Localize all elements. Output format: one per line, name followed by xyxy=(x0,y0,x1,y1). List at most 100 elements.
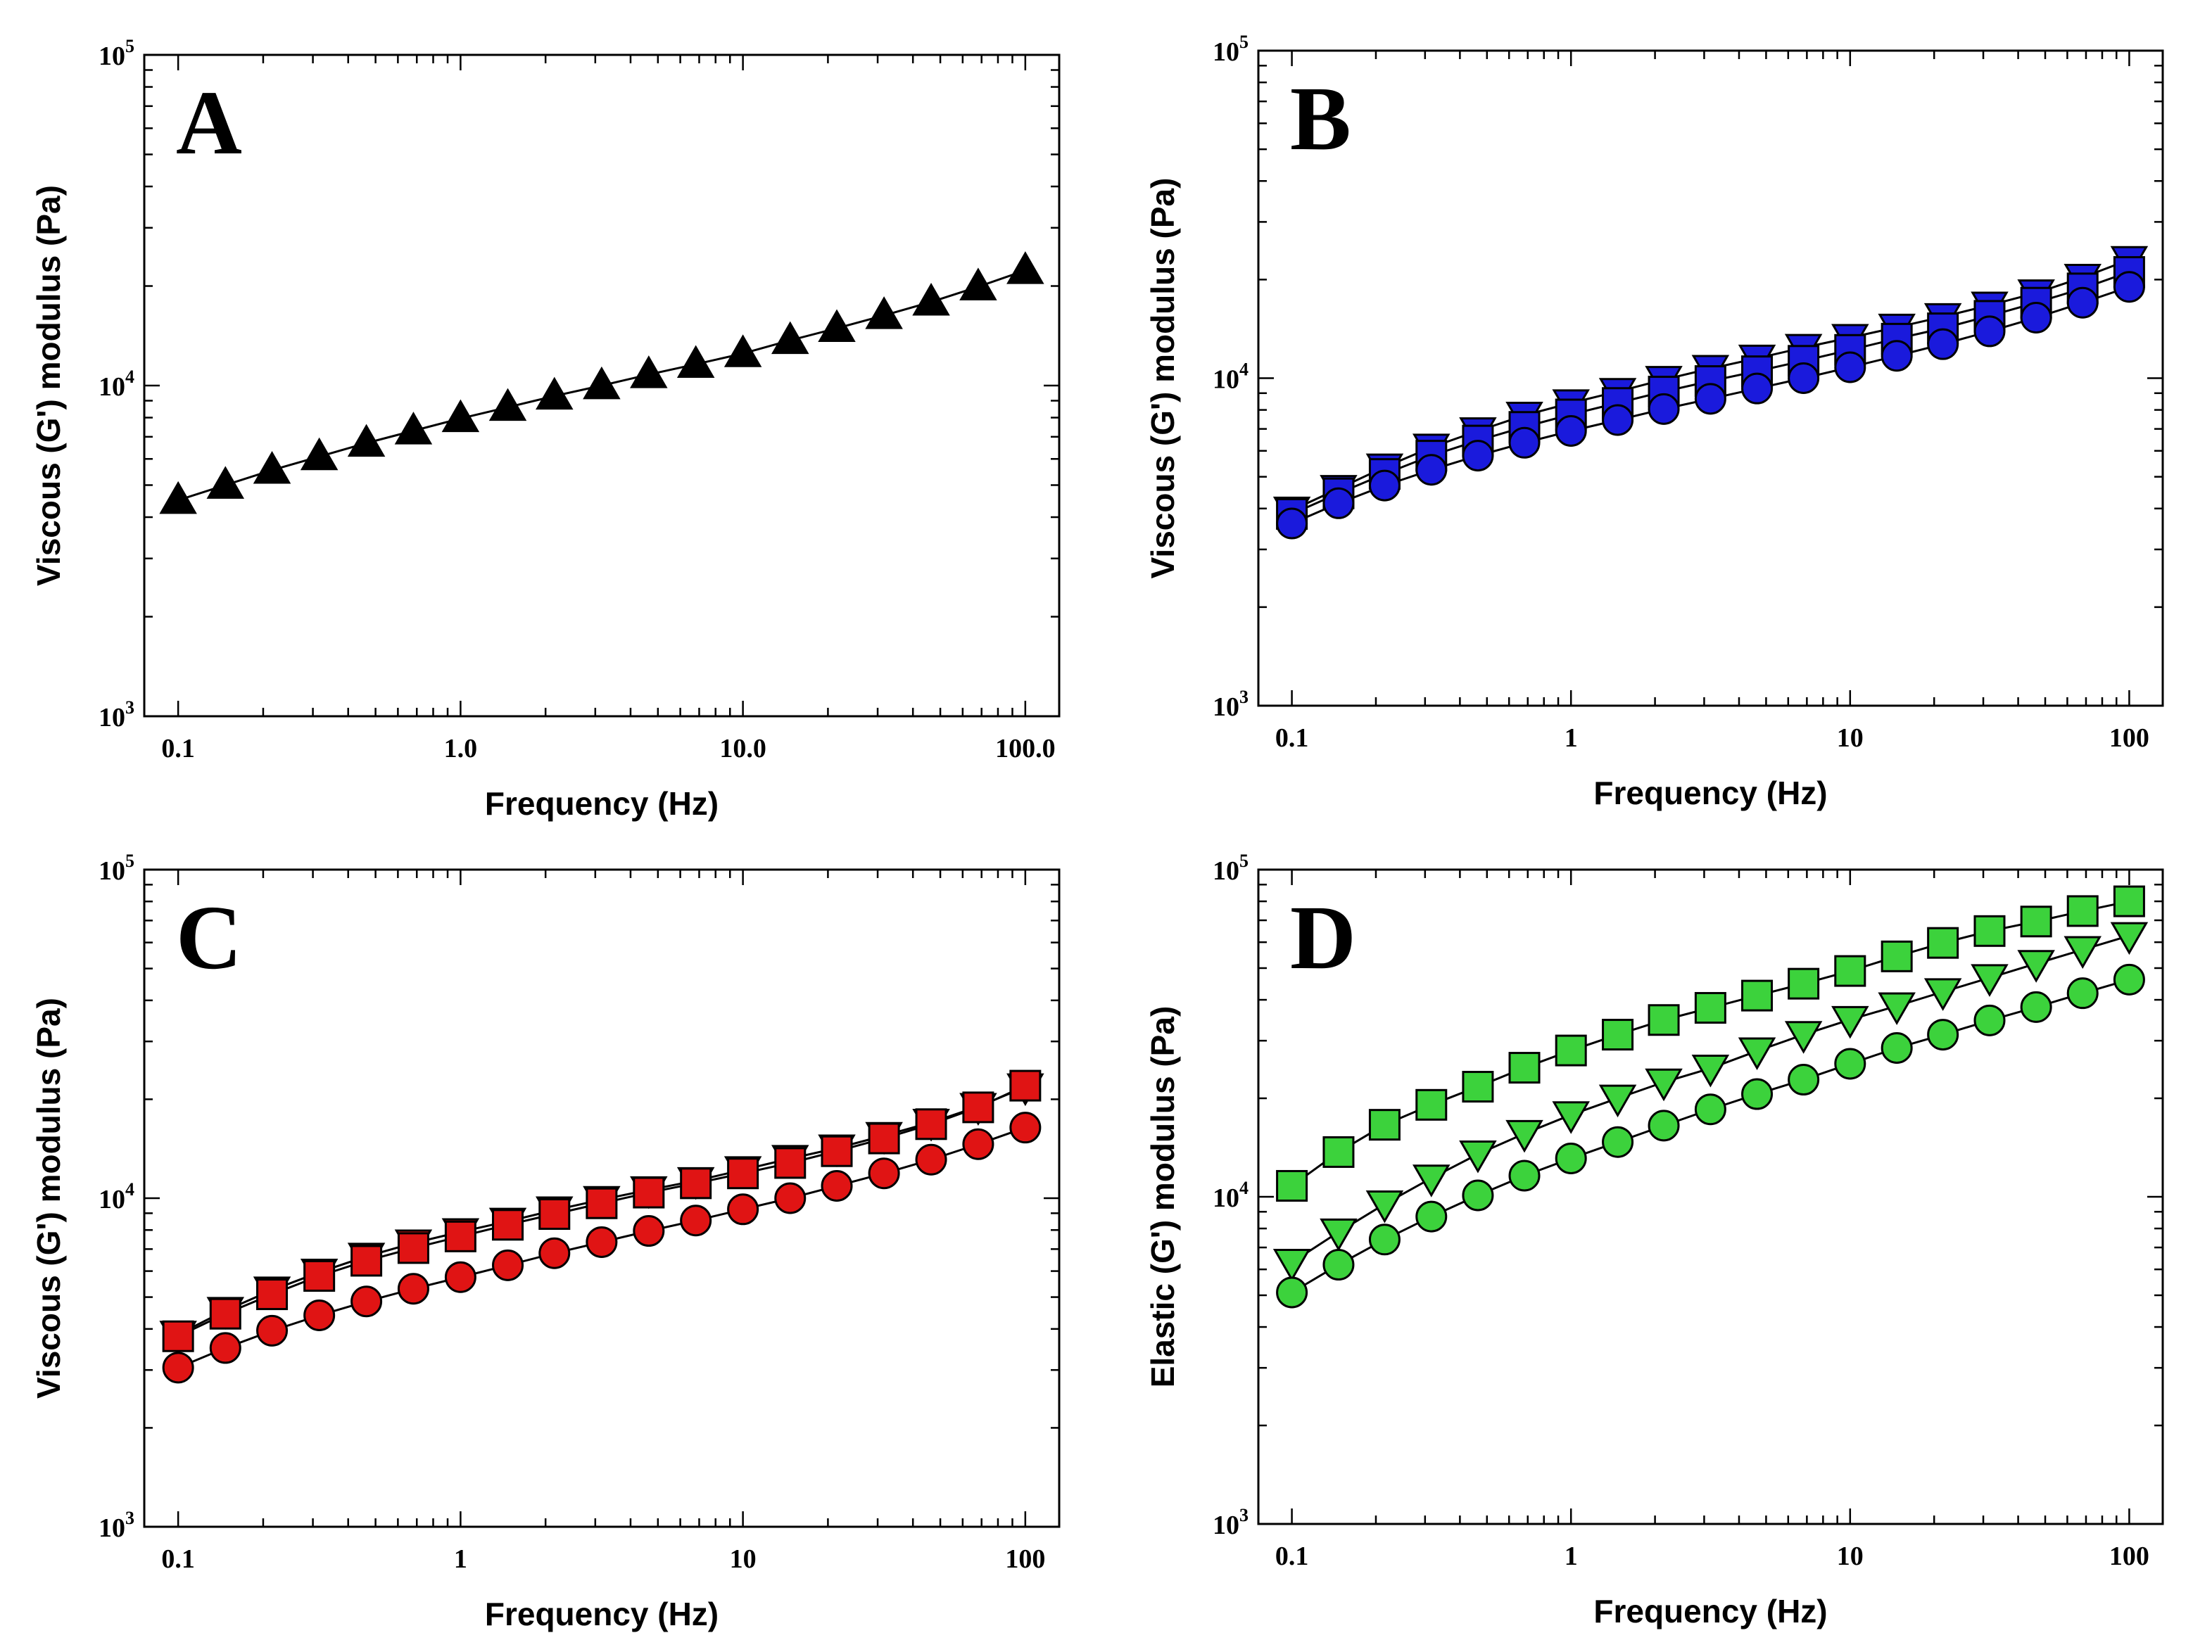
data-point xyxy=(680,1205,712,1237)
x-tick-label: 10.0 xyxy=(719,734,766,763)
data-point xyxy=(488,388,527,421)
x-tick-label: 0.1 xyxy=(1275,723,1309,753)
data-point xyxy=(350,1285,383,1318)
data-point xyxy=(1831,1005,1869,1039)
y-tick-label: 103 xyxy=(1213,687,1249,722)
data-point xyxy=(1322,1249,1355,1281)
data-point xyxy=(1009,1112,1042,1144)
data-point xyxy=(1694,991,1726,1024)
data-point xyxy=(821,1170,853,1202)
data-point xyxy=(159,481,197,514)
data-point xyxy=(962,1128,994,1160)
y-tick-label: 104 xyxy=(99,367,134,402)
data-point xyxy=(1973,315,2006,348)
data-point xyxy=(1322,487,1355,519)
panel-b: 0.1 1 10 100 103 104 105 Frequency (Hz) Viscous … xyxy=(1144,32,2164,811)
data-point xyxy=(2066,895,2099,927)
data-point xyxy=(771,321,809,355)
data-point xyxy=(1322,1136,1355,1168)
data-point xyxy=(1320,1218,1358,1252)
data-point xyxy=(2017,950,2055,983)
x-tick-label: 10 xyxy=(1837,723,1864,753)
data-point xyxy=(1881,1031,1913,1064)
x-tick-label: 100.0 xyxy=(995,734,1056,763)
data-point xyxy=(727,1157,759,1190)
x-axis-label: Frequency (Hz) xyxy=(485,1596,719,1632)
data-point xyxy=(865,296,903,329)
data-point xyxy=(492,1249,524,1281)
data-point xyxy=(1555,1142,1587,1174)
data-point xyxy=(1788,362,1820,394)
panel-a: 0.1 1.0 10.0 100.0 103 104 105 Frequency (Hz) Vi… xyxy=(30,36,1061,822)
data-point xyxy=(1459,1140,1497,1174)
data-point xyxy=(959,267,997,300)
data-point xyxy=(2113,963,2145,996)
data-point xyxy=(2113,885,2145,917)
data-point xyxy=(1834,351,1866,383)
data-point xyxy=(1508,1052,1541,1084)
x-tick-label: 1 xyxy=(1565,1542,1578,1571)
y-tick-label: 103 xyxy=(99,1508,134,1543)
data-point xyxy=(2066,977,2099,1010)
data-point xyxy=(1415,1200,1448,1233)
data-point xyxy=(253,451,291,484)
y-tick-label: 105 xyxy=(1213,851,1249,886)
x-axis-label: Frequency (Hz) xyxy=(485,785,719,822)
data-point xyxy=(1368,1224,1401,1256)
y-axis-label: Viscous (G') modulus (Pa) xyxy=(30,998,67,1399)
y-tick-label: 104 xyxy=(1213,360,1249,395)
data-point xyxy=(1973,915,2006,947)
data-point xyxy=(209,1332,241,1364)
data-point xyxy=(1462,1071,1494,1103)
panel-d: 0.1 1 10 100 103 104 105 Frequency (Hz) Elastic … xyxy=(1144,851,2164,1629)
data-point xyxy=(1738,1037,1776,1070)
data-point xyxy=(1276,507,1308,540)
x-tick-label: 0.1 xyxy=(1275,1542,1309,1571)
data-point xyxy=(1927,1019,1959,1051)
x-axis-label: Frequency (Hz) xyxy=(1593,775,1827,811)
data-point xyxy=(774,1147,807,1179)
y-tick-label: 105 xyxy=(1213,32,1249,67)
data-point xyxy=(821,1135,853,1167)
data-point xyxy=(818,309,856,342)
data-point xyxy=(303,1300,336,1332)
data-point xyxy=(394,412,433,445)
data-point xyxy=(1368,469,1401,502)
y-tick-label: 105 xyxy=(99,36,134,71)
x-axis-label: Frequency (Hz) xyxy=(1593,1593,1827,1629)
data-point xyxy=(1555,1034,1587,1067)
data-point xyxy=(1415,454,1448,486)
data-point xyxy=(1365,1190,1404,1224)
data-point xyxy=(1602,404,1634,436)
data-point xyxy=(1508,426,1541,459)
data-point xyxy=(2020,906,2052,938)
x-tick-label: 100 xyxy=(2109,723,2149,753)
data-point xyxy=(1878,992,1916,1025)
y-tick-label: 104 xyxy=(1213,1178,1249,1213)
data-point xyxy=(1276,1169,1308,1202)
panel-letter: D xyxy=(1290,887,1356,989)
data-point xyxy=(1006,251,1044,284)
data-point xyxy=(1648,1110,1680,1142)
data-point xyxy=(444,1261,476,1293)
x-tick-label: 100 xyxy=(2109,1542,2149,1571)
data-point xyxy=(444,1220,476,1252)
data-point xyxy=(1784,1021,1823,1054)
data-point xyxy=(1741,979,1774,1012)
data-point xyxy=(1927,927,1959,959)
data-point xyxy=(680,1167,712,1200)
y-tick-label: 103 xyxy=(99,697,134,732)
data-point xyxy=(206,466,245,499)
data-point xyxy=(1602,1126,1634,1158)
data-point xyxy=(397,1232,429,1264)
data-point xyxy=(586,1226,618,1258)
data-point xyxy=(2066,286,2099,319)
data-point xyxy=(1648,1004,1680,1036)
x-tick-label: 0.1 xyxy=(161,1544,195,1574)
data-point xyxy=(633,1215,665,1247)
data-point xyxy=(347,424,386,457)
data-point xyxy=(723,334,762,367)
y-tick-label: 103 xyxy=(1213,1505,1249,1540)
data-point xyxy=(1881,940,1913,972)
